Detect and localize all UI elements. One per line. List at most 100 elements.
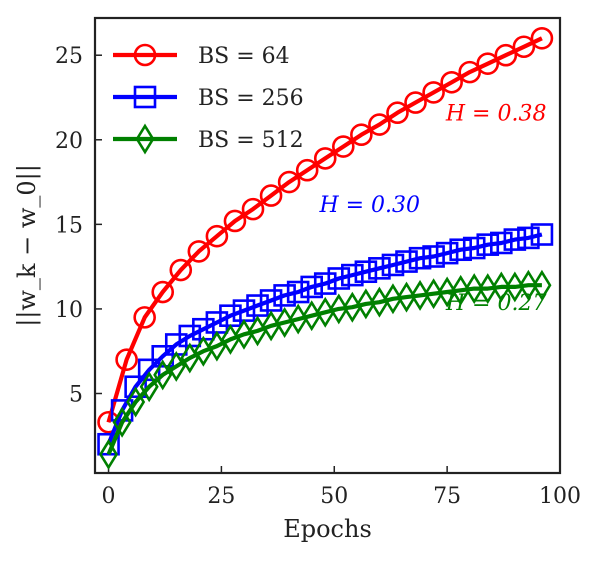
- legend-marker: [135, 123, 155, 155]
- legend-label: BS = 64: [198, 44, 290, 69]
- y-tick-label: 20: [55, 129, 83, 154]
- data-point: [259, 184, 283, 207]
- x-tick-label: 0: [102, 484, 116, 509]
- data-point: [124, 375, 147, 399]
- x-tick-label: 100: [539, 484, 581, 509]
- y-tick-label: 25: [55, 44, 83, 69]
- series-line: [106, 36, 543, 423]
- data-point: [503, 228, 527, 251]
- data-point: [491, 271, 511, 303]
- annotation-label: H = 0.38: [445, 102, 547, 127]
- annotation-label: H = 0.27: [445, 291, 547, 316]
- data-point: [458, 60, 482, 84]
- data-point: [449, 238, 472, 262]
- data-point: [115, 348, 138, 371]
- data-point: [440, 70, 463, 94]
- plot-frame: [93, 16, 562, 475]
- data-point: [133, 306, 156, 329]
- data-point: [424, 278, 444, 310]
- data-point: [437, 276, 457, 308]
- data-point: [530, 223, 554, 246]
- data-point: [151, 280, 175, 304]
- data-point: [512, 35, 536, 59]
- y-axis-label: ||w_k − w_0||: [13, 164, 42, 327]
- data-point: [205, 224, 229, 248]
- axis-ticks: 0 25 50 75 100 5 10 15 20 25: [55, 44, 581, 509]
- data-point: [490, 231, 513, 255]
- x-tick-label: 75: [433, 484, 461, 509]
- annotations: H = 0.38 H = 0.30 H = 0.27: [318, 102, 546, 316]
- data-point: [476, 52, 500, 75]
- data-point: [169, 258, 193, 282]
- data-point: [368, 113, 391, 136]
- series-layer: [97, 26, 554, 470]
- data-point: [313, 272, 337, 295]
- x-tick-label: 50: [320, 484, 348, 509]
- y-tick-label: 10: [55, 298, 83, 323]
- data-point: [505, 271, 525, 303]
- data-point: [187, 240, 211, 263]
- legend-item: BS = 512: [113, 123, 304, 155]
- data-point: [530, 26, 554, 50]
- y-tick-label: 15: [55, 213, 83, 238]
- data-point: [464, 273, 484, 305]
- data-point: [532, 269, 552, 301]
- data-point: [476, 233, 500, 256]
- legend-item: BS = 64: [113, 43, 290, 69]
- data-point: [332, 135, 355, 158]
- series-0: [97, 26, 554, 434]
- data-point: [462, 236, 486, 260]
- data-point: [151, 344, 175, 368]
- legend-marker: [133, 85, 157, 109]
- data-point: [350, 123, 373, 147]
- legend-label: BS = 512: [198, 128, 304, 153]
- data-point: [354, 260, 378, 284]
- data-point: [368, 257, 391, 280]
- data-point: [356, 288, 376, 320]
- data-point: [478, 273, 498, 305]
- data-point: [223, 209, 247, 233]
- data-point: [517, 226, 540, 250]
- x-axis-label: Epochs: [283, 515, 372, 543]
- data-point: [386, 101, 409, 125]
- data-point: [99, 438, 119, 470]
- data-point: [395, 250, 418, 273]
- annotation-label: H = 0.30: [318, 193, 420, 218]
- data-point: [166, 350, 186, 382]
- data-point: [153, 359, 173, 391]
- series-2: [99, 269, 552, 470]
- data-point: [277, 170, 301, 194]
- data-point: [273, 284, 296, 307]
- legend-item: BS = 256: [113, 85, 304, 111]
- y-tick-label: 5: [69, 383, 83, 408]
- data-point: [180, 342, 200, 374]
- data-point: [139, 371, 159, 403]
- data-point: [241, 197, 265, 221]
- data-point: [422, 245, 445, 268]
- data-point: [286, 280, 310, 304]
- x-tick-label: 25: [207, 484, 235, 509]
- data-point: [341, 263, 364, 287]
- data-point: [396, 281, 417, 313]
- legend-marker: [133, 43, 157, 67]
- data-point: [435, 241, 459, 265]
- data-point: [383, 283, 403, 315]
- data-point: [408, 246, 432, 270]
- data-point: [381, 253, 405, 277]
- data-point: [404, 91, 427, 114]
- data-point: [295, 158, 319, 182]
- data-point: [207, 330, 227, 362]
- data-point: [112, 406, 132, 438]
- data-point: [300, 275, 323, 299]
- series-line: [106, 283, 542, 456]
- data-point: [327, 267, 351, 290]
- data-point: [518, 269, 538, 301]
- legend-label: BS = 256: [198, 86, 304, 111]
- data-point: [451, 274, 471, 306]
- data-point: [410, 279, 430, 311]
- data-point: [313, 147, 337, 170]
- data-point: [329, 293, 349, 325]
- data-point: [494, 43, 518, 67]
- legend: BS = 64 BS = 256 BS = 512: [113, 43, 304, 155]
